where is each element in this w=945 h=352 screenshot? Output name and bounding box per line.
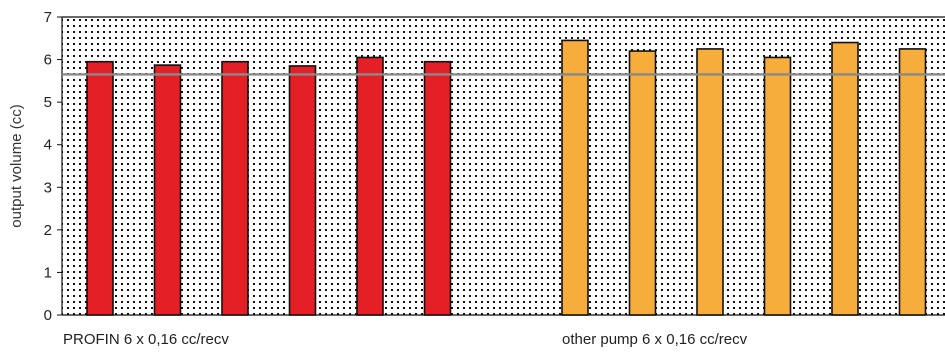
bars-layer [86, 39, 927, 316]
bar-group2-5 [831, 41, 859, 316]
bar-group2-3 [696, 48, 724, 316]
bar-group1-4 [288, 65, 317, 316]
bar-group2-4 [763, 56, 792, 316]
group-label-profin: PROFIN 6 x 0,16 cc/recv [63, 331, 229, 348]
y-tick-label-6: 6 [44, 52, 52, 69]
bar-group2-2 [628, 50, 657, 316]
group-label-other-pump: other pump 6 x 0,16 cc/recv [562, 331, 748, 348]
plot-area-background [62, 17, 945, 315]
bar-group1-5 [356, 56, 384, 316]
y-tick-label-5: 5 [44, 94, 52, 111]
y-axis-title: output volume (cc) [8, 104, 25, 227]
y-tick-label-3: 3 [44, 179, 52, 196]
y-tick-label-2: 2 [44, 222, 52, 239]
bar-group1-1 [86, 60, 114, 316]
bar-group1-3 [221, 60, 249, 316]
bar-group1-2 [153, 64, 182, 316]
bar-group2-6 [898, 48, 927, 316]
y-tick-label-7: 7 [44, 9, 52, 26]
bar-group2-1 [561, 39, 589, 316]
y-tick-label-4: 4 [44, 137, 52, 154]
bar-group1-6 [423, 60, 452, 316]
y-tick-label-1: 1 [44, 264, 52, 281]
y-axis-ticks: 0 1 2 3 4 5 6 7 [44, 9, 62, 324]
y-tick-label-0: 0 [44, 307, 52, 324]
